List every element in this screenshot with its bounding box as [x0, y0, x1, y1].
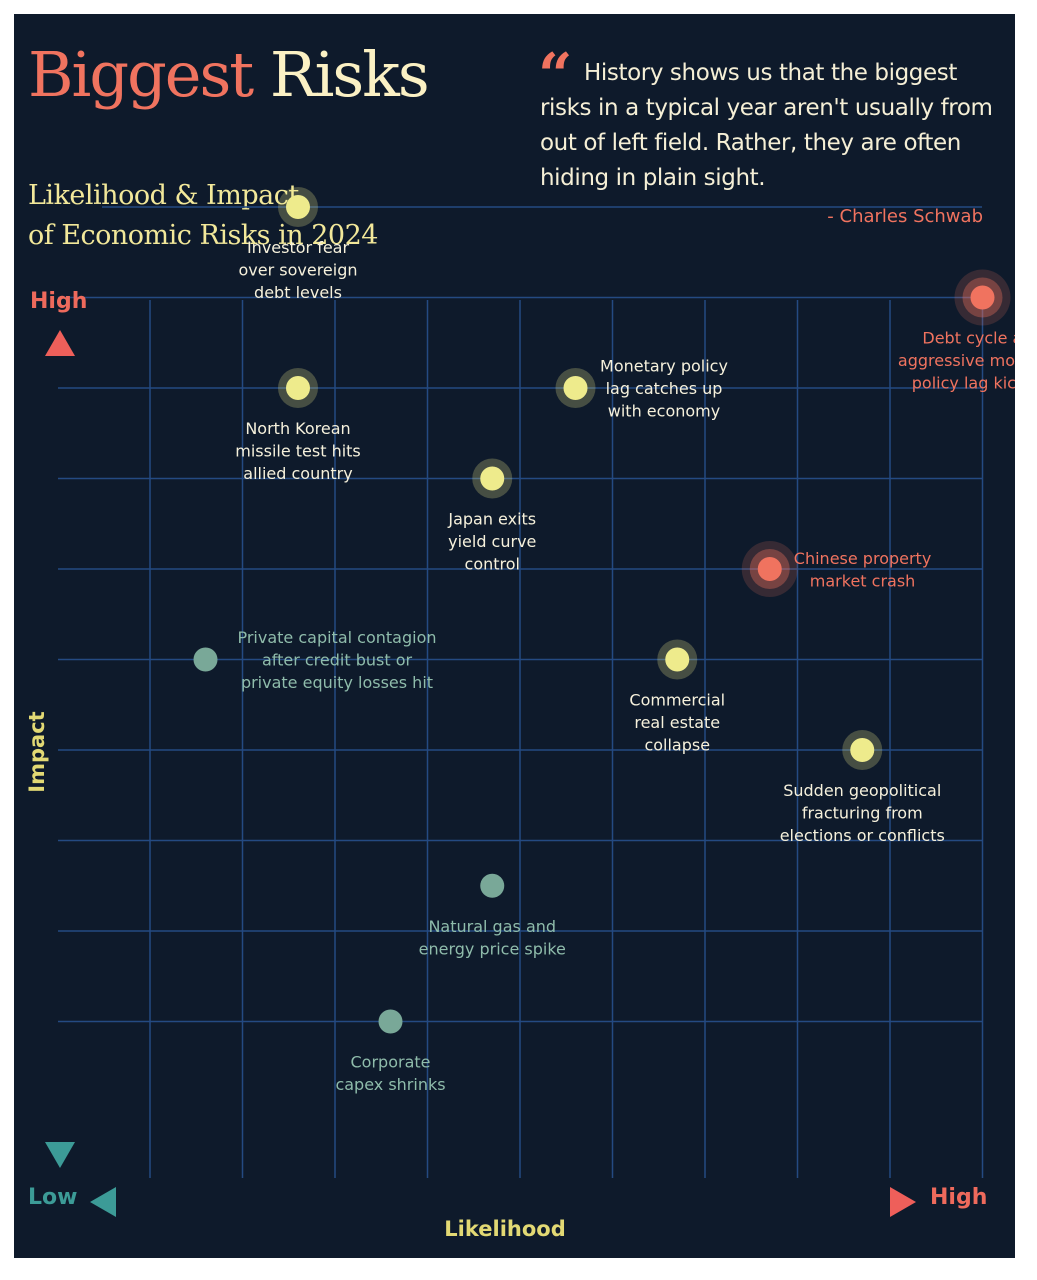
x-axis-title: Likelihood	[444, 1217, 565, 1241]
risk-point-label-line: aggressive monetary	[898, 351, 1015, 370]
risk-point-label-line: Commercial	[629, 691, 725, 710]
quote-author: - Charles Schwab	[827, 206, 983, 227]
risk-point-label-line: Private capital contagion	[237, 628, 436, 647]
risk-point-group: North Korean missile test hits allied coun…	[235, 368, 361, 483]
risk-point-label-line: allied country	[243, 464, 352, 483]
risk-point	[378, 1009, 403, 1034]
y-axis: High Impact	[25, 289, 87, 1168]
risk-point-label: Chinese property market crash	[794, 549, 932, 591]
risk-point-label-line: private equity losses hit	[241, 673, 433, 692]
risk-point-label: Private capital contagion after credit bu…	[237, 628, 436, 692]
risk-point-label-line: over sovereign	[238, 261, 357, 280]
risk-point	[665, 647, 690, 672]
risk-point-label-line: real estate	[634, 713, 720, 732]
title-word-biggest: Biggest	[28, 38, 254, 111]
risk-point-group: Japan exits yield curve control	[447, 458, 536, 574]
page-title: Biggest Risks	[28, 44, 430, 106]
risk-point-label-line: Japan exits	[447, 510, 536, 529]
risk-point	[286, 195, 310, 219]
x-axis-low-label: Low	[28, 1185, 77, 1210]
quote-block: History shows us that the biggest risks …	[540, 56, 1000, 196]
risk-point-label-line: fracturing from	[802, 804, 923, 823]
risk-point-label-line: missile test hits	[235, 442, 361, 461]
risk-point-group: Investor fear over sovereign debt levels	[238, 187, 358, 302]
risk-point-label: Japan exits yield curve control	[447, 510, 536, 574]
risk-point-label-line: capex shrinks	[335, 1075, 445, 1094]
infographic: Biggest Risks Likelihood & Impact of Eco…	[14, 14, 1015, 1258]
risk-point-label-line: energy price spike	[419, 939, 566, 958]
risk-point-label-line: control	[465, 555, 520, 574]
risk-point-label-line: market crash	[810, 571, 916, 590]
risk-point-label-line: yield curve	[448, 532, 536, 551]
risk-point	[480, 873, 505, 898]
risk-point-group: Corporate capex shrinks	[335, 1009, 446, 1095]
risk-point	[480, 466, 505, 491]
risk-point-label-line: Monetary policy	[600, 357, 728, 376]
risk-point-label-line: Debt cycle and	[922, 329, 1015, 348]
risk-point-label-line: Investor fear	[247, 238, 350, 257]
grid	[58, 206, 984, 1178]
risk-point-label: Debt cycle and aggressive monetary policy …	[898, 329, 1015, 393]
risk-point-group: Private capital contagion after credit bu…	[193, 628, 437, 692]
title-word-risks: Risks	[269, 38, 430, 111]
risk-point-group: Natural gas and energy price spike	[419, 873, 566, 959]
x-axis-high-label: High	[930, 1185, 987, 1210]
quote-mark-icon: “	[538, 41, 573, 111]
risk-point-label-line: collapse	[644, 736, 710, 755]
risk-point-group: Commercial real estate collapse	[629, 639, 725, 755]
risk-point-label-line: lag catches up	[606, 379, 723, 398]
risk-point	[757, 557, 782, 581]
risk-point	[850, 738, 875, 762]
risk-point-label-line: after credit bust or	[262, 651, 413, 670]
risk-point-label-line: debt levels	[254, 283, 342, 302]
risk-point-label-line: elections or conflicts	[780, 826, 945, 845]
subtitle: Likelihood & Impact of Economic Risks in…	[28, 176, 488, 256]
risk-point-label-line: Natural gas and	[428, 917, 556, 936]
risk-point-group: Chinese property market crash	[741, 541, 932, 597]
y-axis-arrow-down-icon	[45, 1142, 75, 1168]
x-axis: Low High Likelihood	[28, 1185, 987, 1241]
x-axis-arrow-left-icon	[90, 1187, 116, 1217]
x-axis-arrow-right-icon	[890, 1187, 916, 1217]
y-axis-title: Impact	[25, 711, 49, 792]
risk-point-label: Investor fear over sovereign debt levels	[238, 238, 357, 302]
data-points: Investor fear over sovereign debt levels De…	[193, 187, 1015, 1095]
risk-matrix-chart: High Impact Low High Likelihood Investor…	[25, 187, 1015, 1241]
risk-point-label: North Korean missile test hits allied coun…	[235, 419, 361, 483]
y-axis-arrow-up-icon	[45, 330, 75, 356]
risk-point-label: Commercial real estate collapse	[629, 691, 725, 755]
subtitle-line-2: of Economic Risks in 2024	[28, 220, 378, 251]
risk-point	[193, 647, 218, 672]
risk-point-group: Debt cycle and aggressive monetary policy …	[898, 269, 1015, 393]
risk-point-label-line: North Korean	[245, 419, 350, 438]
risk-point	[563, 376, 588, 400]
risk-point	[286, 376, 310, 400]
risk-point-label-line: Corporate	[351, 1053, 431, 1072]
risk-point-label: Natural gas and energy price spike	[419, 917, 566, 959]
risk-point-label-line: policy lag kicks in	[912, 374, 1015, 393]
risk-point-label: Sudden geopolitical fracturing from electi…	[780, 781, 945, 845]
risk-point-group: Monetary policy lag catches up with econom…	[555, 357, 728, 421]
quote-text: History shows us that the biggest risks …	[540, 60, 993, 191]
risk-point-label-line: with economy	[608, 402, 720, 421]
risk-point-group: Sudden geopolitical fracturing from electi…	[780, 730, 945, 845]
risk-point-label: Corporate capex shrinks	[335, 1053, 445, 1095]
risk-point-label-line: Sudden geopolitical	[783, 781, 941, 800]
risk-point	[970, 285, 995, 310]
risk-point-label-line: Chinese property	[794, 549, 932, 568]
y-axis-high-label: High	[30, 289, 87, 314]
risk-point-label: Monetary policy lag catches up with econom…	[600, 357, 728, 421]
subtitle-line-1: Likelihood & Impact	[28, 180, 299, 211]
